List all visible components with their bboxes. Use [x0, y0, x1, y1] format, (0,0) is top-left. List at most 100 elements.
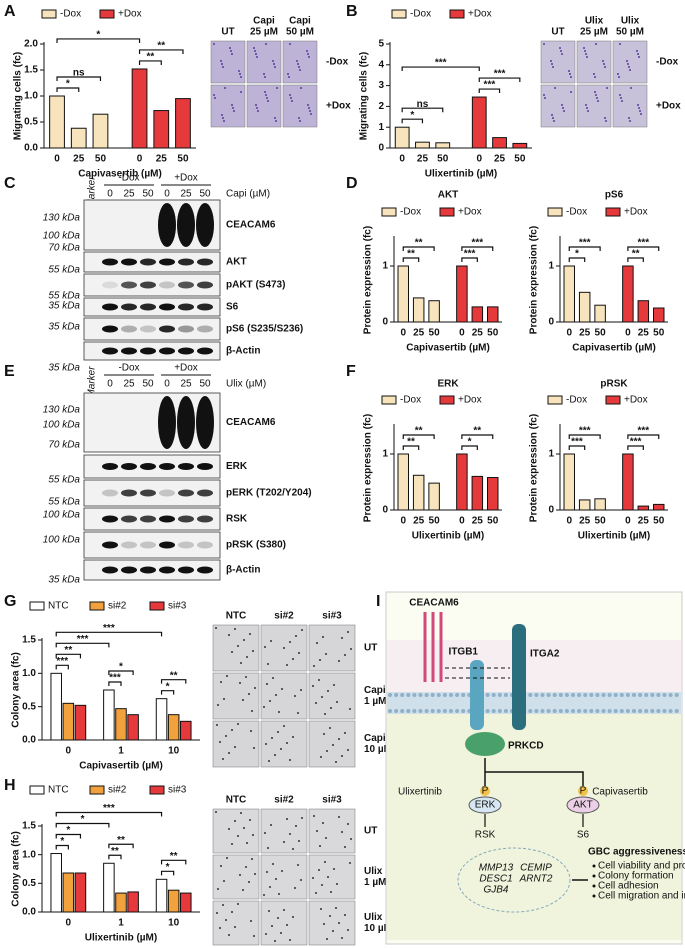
cell-dot	[240, 76, 242, 78]
cell-dot	[585, 104, 587, 106]
bar	[62, 872, 75, 913]
cell-dot	[628, 66, 630, 68]
extracellular	[387, 640, 681, 692]
lipid	[644, 693, 649, 697]
kda-label: 35 kDa	[48, 575, 80, 586]
band-label: pAKT (S473)	[226, 280, 285, 291]
cell-dot	[300, 87, 302, 89]
significance-label: **	[415, 238, 423, 249]
cell-dot	[256, 107, 258, 109]
lipid	[583, 693, 588, 697]
bullet	[592, 864, 596, 868]
blot-band	[197, 463, 213, 470]
cell-dot	[231, 843, 233, 845]
cell-dot	[272, 677, 274, 679]
y-tick-label: 1.0	[22, 849, 36, 860]
cell-dot	[237, 723, 239, 725]
kinase-name: AKT	[573, 800, 592, 811]
image-column-label: si#2	[274, 611, 294, 622]
legend-label: -Dox	[410, 9, 431, 20]
blot-band	[102, 258, 118, 266]
bar	[103, 689, 115, 741]
lipid	[491, 709, 496, 713]
lipid	[558, 709, 563, 713]
significance-bracket	[55, 811, 163, 817]
y-tick-label: 0	[378, 143, 384, 154]
x-tick-label: 50	[437, 154, 449, 165]
significance-label: **	[407, 249, 415, 260]
band-label: RSK	[226, 514, 248, 525]
cell-dot	[620, 97, 622, 99]
bar	[652, 307, 665, 323]
micrograph	[308, 900, 356, 946]
cell-dot	[594, 91, 596, 93]
lipid	[406, 709, 411, 713]
bar	[456, 453, 468, 511]
blot-band	[140, 463, 156, 470]
outcome-item: Cell migration and invasion	[598, 891, 685, 902]
cell-dot	[315, 702, 317, 704]
cell-dot	[274, 940, 276, 942]
cell-dot	[231, 729, 233, 731]
cytoplasm	[387, 714, 681, 940]
legend-swatch	[29, 785, 45, 795]
cell-dot	[640, 113, 642, 115]
cell-dot	[214, 97, 216, 99]
cell-dot	[344, 914, 346, 916]
cell-dot	[223, 698, 225, 700]
lipid	[406, 693, 411, 697]
image-column-label: Ulix	[585, 16, 604, 27]
cell-dot	[637, 104, 639, 106]
y-tick-label: 0.0	[24, 143, 38, 154]
cell-dot	[323, 733, 325, 735]
bar	[167, 714, 180, 741]
bar	[456, 265, 468, 323]
cell-dot	[604, 117, 606, 119]
bar	[428, 300, 440, 323]
cell-dot	[231, 104, 233, 106]
significance-bracket	[478, 77, 521, 83]
panel-letter: H	[4, 777, 16, 794]
cell-dot	[551, 63, 553, 65]
x-tick-label: 25	[638, 516, 650, 527]
bar	[180, 720, 192, 741]
x-axis-label: Capivasertib (µM)	[572, 343, 656, 354]
legend-label: NTC	[48, 601, 69, 612]
blot-band	[102, 489, 118, 497]
cell-dot	[238, 70, 240, 72]
significance-bracket	[55, 642, 110, 648]
significance-label: ***	[637, 238, 649, 249]
y-tick-label: 0	[548, 505, 554, 516]
y-tick-label: 0.0	[22, 907, 36, 918]
cell-dot	[294, 695, 296, 697]
lipid	[674, 709, 679, 713]
blot-band	[159, 463, 175, 470]
gene-label: ARNT2	[519, 874, 553, 885]
receptor-label: CEACAM6	[409, 598, 459, 609]
cell-dot	[267, 663, 269, 665]
lipid	[674, 693, 679, 697]
blot-band	[102, 515, 118, 523]
bar	[594, 304, 606, 323]
image-row-label: +Dox	[656, 101, 681, 112]
cell-dot	[277, 917, 279, 919]
legend-swatch	[439, 207, 455, 217]
significance-bracket	[55, 844, 69, 850]
bar	[127, 714, 139, 741]
y-axis-label: Migrating cells (fc)	[359, 52, 370, 140]
significance-bracket	[138, 60, 162, 65]
cell-dot	[292, 736, 294, 738]
cell-dot	[232, 107, 234, 109]
significance-bracket	[461, 445, 478, 450]
cell-dot	[605, 120, 607, 122]
lipid	[528, 709, 533, 713]
lane-label: 50	[199, 379, 211, 390]
x-tick-label: 25	[579, 328, 591, 339]
lane-label: 0	[107, 379, 113, 390]
x-axis-label: Ulixertinib (µM)	[85, 933, 157, 944]
lipid	[436, 693, 441, 697]
cell-dot	[274, 754, 276, 756]
significance-label: ***	[579, 426, 591, 437]
cell-dot	[289, 43, 291, 45]
significance-bracket	[55, 833, 82, 839]
